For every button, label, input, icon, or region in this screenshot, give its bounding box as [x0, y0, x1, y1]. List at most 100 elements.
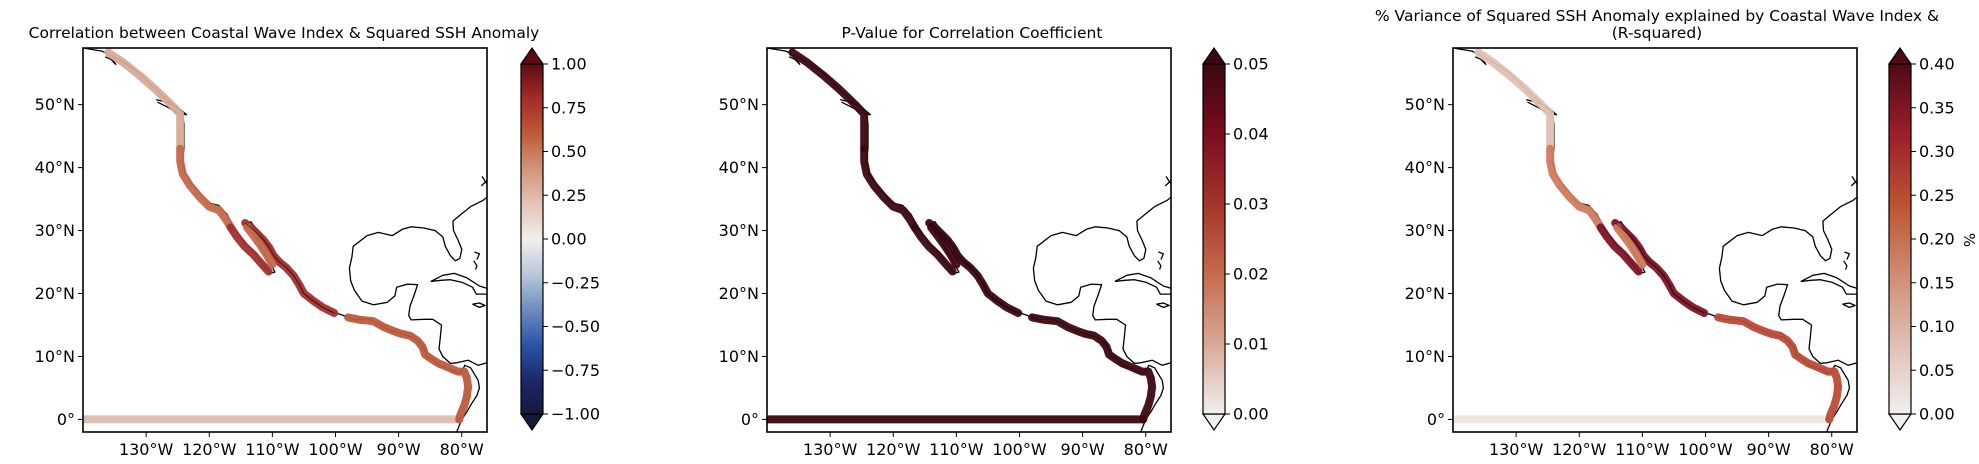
lon-tick-label: 90°W: [377, 440, 421, 459]
colorbar-tick-label: 0.05: [1919, 361, 1955, 380]
colorbar-tick-label: 0.25: [551, 186, 587, 205]
colorbar-gradient: [520, 63, 544, 415]
colorbar-extend-bottom: [1201, 413, 1227, 432]
colorbar-tick-label: −0.75: [551, 361, 600, 380]
lat-tick-label: 0°: [1427, 410, 1445, 429]
lon-tick-label: 90°W: [1061, 440, 1105, 459]
colorbar-tick-label: 0.35: [1919, 98, 1955, 117]
lon-tick-label: 110°W: [245, 440, 300, 459]
colorbar-extend-top: [1887, 46, 1913, 65]
lat-tick-label: 40°N: [719, 158, 759, 177]
map-content: [767, 48, 1237, 432]
island-outline: [1114, 272, 1171, 295]
colorbar-tick-label: 0.00: [1919, 405, 1955, 424]
track-north: [788, 48, 869, 153]
colorbar-tick-label: 0.20: [1919, 230, 1955, 249]
lat-tick-label: 30°N: [719, 221, 759, 240]
colorbar-gradient: [1202, 63, 1226, 415]
colorbar-tick-label: −1.00: [551, 405, 600, 424]
island-outline: [1474, 56, 1487, 66]
colorbar-tick-label: 0.04: [1233, 125, 1269, 144]
lat-tick-label: 10°N: [35, 347, 75, 366]
track-central-america: [1028, 313, 1157, 424]
lat-tick-label: 50°N: [719, 95, 759, 114]
track-central-america: [344, 313, 473, 424]
colorbar-tick-label: 0.03: [1233, 195, 1269, 214]
colorbar-tick-label: 0.25: [1919, 186, 1955, 205]
colorbar-tick-label: 0.40: [1919, 55, 1955, 74]
track-outline: [1614, 222, 1705, 314]
track-gulf-west: [1613, 223, 1647, 269]
map-frame: [766, 47, 1172, 433]
map-frame: [1452, 47, 1858, 433]
colorbar: 1.00 0.75 0.50 0.25 0.00 −0.25 −0.50 −0.75 −1.00: [519, 46, 600, 432]
colorbar-extend-top: [1201, 46, 1227, 65]
lat-tick-label: 50°N: [1405, 95, 1445, 114]
colorbar-gradient: [1888, 63, 1912, 415]
island-outline: [1843, 260, 1848, 270]
map-area: 50°N 40°N 30°N 20°N 10°N 0° 130°W 120°W 110°W 100…: [35, 47, 553, 459]
colorbar-tick-label: 0.10: [1919, 317, 1955, 336]
lon-tick-label: 120°W: [182, 440, 237, 459]
track-california: [176, 144, 235, 232]
lon-tick-label: 130°W: [1489, 440, 1544, 459]
island-outline: [543, 304, 553, 307]
lat-tick-label: 40°N: [35, 158, 75, 177]
coastline-gulf: [348, 196, 487, 366]
coast-mark: [1164, 179, 1171, 187]
colorbar-tick-label: −0.25: [551, 273, 600, 292]
panel-title: % Variance of Squared SSH Anomaly explai…: [1375, 7, 1939, 25]
lat-tick-label: 50°N: [35, 95, 75, 114]
colorbar-tick-label: 0.00: [551, 230, 587, 249]
lat-tick-label: 20°N: [719, 284, 759, 303]
map-frame: [82, 47, 488, 433]
island-outline: [1157, 260, 1162, 270]
track-baja: [226, 223, 273, 276]
island-outline: [1842, 302, 1856, 309]
coastline-gulf: [1718, 196, 1857, 366]
coastline-pacific: [1453, 48, 1851, 432]
lon-tick-label: 80°W: [1124, 440, 1168, 459]
island-outline: [1800, 272, 1857, 295]
colorbar-tick-label: 0.02: [1233, 265, 1269, 284]
lon-tick-label: 110°W: [929, 440, 984, 459]
coast-mark: [1850, 179, 1857, 187]
colorbar-tick-label: 0.05: [1233, 55, 1269, 74]
track-california: [860, 144, 919, 232]
map-area: 50°N 40°N 30°N 20°N 10°N 0° 130°W 120°W 110°W 100…: [719, 47, 1237, 459]
lat-tick-label: 10°N: [1405, 347, 1445, 366]
lat-tick-label: 0°: [57, 410, 75, 429]
island-outline: [1227, 304, 1237, 307]
track-central-america: [1714, 313, 1843, 424]
island-outline: [1913, 304, 1923, 307]
coastline-pacific: [83, 48, 481, 432]
colorbar-tick-label: 0.15: [1919, 273, 1955, 292]
island-outline: [474, 251, 481, 260]
lon-tick-label: 130°W: [119, 440, 174, 459]
lat-tick-label: 20°N: [1405, 284, 1445, 303]
map-content: [1453, 48, 1923, 432]
colorbar-tick-label: −0.50: [551, 317, 600, 336]
track-baja: [1596, 223, 1643, 276]
panel-title: Correlation between Coastal Wave Index &…: [29, 24, 540, 42]
lon-tick-label: 100°W: [992, 440, 1047, 459]
island-outline: [473, 260, 478, 270]
map-area: 50°N 40°N 30°N 20°N 10°N 0° 130°W 120°W 110°W 100…: [1405, 47, 1923, 459]
lon-tick-label: 110°W: [1615, 440, 1670, 459]
lat-tick-label: 10°N: [719, 347, 759, 366]
colorbar-tick-label: 1.00: [551, 55, 587, 74]
colorbar-extend-top: [519, 46, 545, 65]
lat-tick-label: 30°N: [35, 221, 75, 240]
lon-tick-label: 120°W: [1552, 440, 1607, 459]
lat-tick-label: 30°N: [1405, 221, 1445, 240]
track-outline: [928, 222, 1019, 314]
island-outline: [104, 56, 117, 66]
colorbar-label: %: [1960, 233, 1978, 247]
lon-tick-label: 80°W: [440, 440, 484, 459]
lat-tick-label: 40°N: [1405, 158, 1445, 177]
lon-tick-label: 90°W: [1747, 440, 1791, 459]
coast-mark: [480, 179, 487, 187]
track-outline: [244, 222, 335, 314]
lon-tick-label: 100°W: [1678, 440, 1733, 459]
